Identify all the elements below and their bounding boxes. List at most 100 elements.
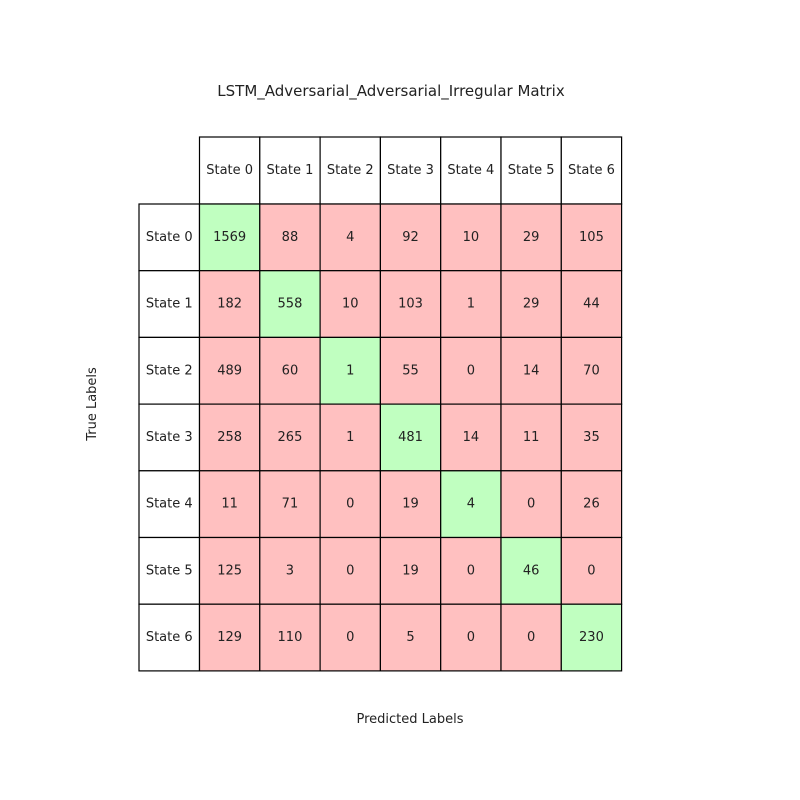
cell-value: 46 xyxy=(523,563,540,578)
cell-value: 70 xyxy=(583,363,600,378)
cell-value: 11 xyxy=(523,430,540,445)
cell-value: 10 xyxy=(463,230,480,245)
matrix-cell xyxy=(259,536,321,605)
cell-value: 258 xyxy=(217,430,242,445)
cell-value: 35 xyxy=(583,430,600,445)
x-axis-label: Predicted Labels xyxy=(356,712,463,727)
diagonal-cell xyxy=(259,270,321,339)
column-header-cell xyxy=(500,136,562,205)
matrix-cell xyxy=(440,603,502,672)
matrix-cell xyxy=(259,470,321,539)
matrix-cell xyxy=(319,536,382,605)
matrix-cell xyxy=(379,603,442,672)
matrix-cell xyxy=(560,536,623,605)
cell-value: 1 xyxy=(346,430,354,445)
matrix-cell xyxy=(440,270,502,339)
y-axis-label: True Labels xyxy=(85,367,100,442)
cell-value: 125 xyxy=(217,563,242,578)
matrix-cell xyxy=(500,270,562,339)
cell-value: 29 xyxy=(523,230,540,245)
matrix-cell xyxy=(259,203,321,272)
cell-value: 14 xyxy=(463,430,480,445)
column-header-cell xyxy=(198,136,261,205)
cell-value: 558 xyxy=(278,297,303,312)
row-header-label: State 0 xyxy=(146,230,193,245)
cell-value: 1569 xyxy=(213,230,246,245)
column-header-label: State 6 xyxy=(568,163,615,178)
column-header-cell xyxy=(259,136,321,205)
cell-value: 265 xyxy=(278,430,303,445)
cell-value: 489 xyxy=(217,363,242,378)
cell-value: 0 xyxy=(527,497,535,512)
matrix-cell xyxy=(379,270,442,339)
matrix-cell xyxy=(319,270,382,339)
matrix-cell xyxy=(440,336,502,405)
matrix-cell xyxy=(319,470,382,539)
cell-value: 182 xyxy=(217,297,242,312)
matrix-cell xyxy=(560,336,623,405)
diagonal-cell xyxy=(500,536,562,605)
matrix-cell xyxy=(198,336,261,405)
cell-value: 110 xyxy=(278,630,303,645)
chart-title: LSTM_Adversarial_Adversarial_Irregular M… xyxy=(217,82,565,101)
row-header-cell xyxy=(138,203,201,272)
cell-value: 1 xyxy=(346,363,354,378)
cell-value: 0 xyxy=(346,563,354,578)
row-header-label: State 3 xyxy=(146,430,193,445)
column-header-label: State 5 xyxy=(508,163,555,178)
column-header-label: State 1 xyxy=(267,163,314,178)
matrix-cell xyxy=(440,403,502,472)
matrix-cell xyxy=(560,403,623,472)
row-header-label: State 6 xyxy=(146,630,193,645)
cell-value: 0 xyxy=(467,363,475,378)
matrix-cell xyxy=(500,203,562,272)
cell-value: 11 xyxy=(221,497,238,512)
cell-value: 0 xyxy=(527,630,535,645)
column-header-label: State 3 xyxy=(387,163,434,178)
cell-value: 4 xyxy=(346,230,354,245)
row-header-label: State 2 xyxy=(146,363,193,378)
cell-value: 3 xyxy=(286,563,294,578)
column-header-label: State 4 xyxy=(447,163,494,178)
diagonal-cell xyxy=(440,470,502,539)
matrix-cell xyxy=(560,270,623,339)
matrix-cell xyxy=(500,603,562,672)
cell-value: 55 xyxy=(402,363,419,378)
diagonal-cell xyxy=(560,603,623,672)
cell-value: 44 xyxy=(583,297,600,312)
matrix-cell xyxy=(379,203,442,272)
row-header-label: State 1 xyxy=(146,297,193,312)
diagonal-cell xyxy=(319,336,382,405)
cell-value: 0 xyxy=(467,630,475,645)
cell-value: 230 xyxy=(579,630,604,645)
cell-value: 103 xyxy=(398,297,423,312)
cell-value: 26 xyxy=(583,497,600,512)
cell-value: 14 xyxy=(523,363,540,378)
diagonal-cell xyxy=(379,403,442,472)
cell-value: 105 xyxy=(579,230,604,245)
row-header-cell xyxy=(138,536,201,605)
row-header-cell xyxy=(138,603,201,672)
row-header-label: State 5 xyxy=(146,563,193,578)
cell-value: 0 xyxy=(346,630,354,645)
row-header-label: State 4 xyxy=(146,497,193,512)
cell-value: 10 xyxy=(342,297,359,312)
matrix-cell xyxy=(379,336,442,405)
row-header-cell xyxy=(138,270,201,339)
cell-value: 0 xyxy=(467,563,475,578)
column-header-label: State 2 xyxy=(327,163,374,178)
column-header-label: State 0 xyxy=(206,163,253,178)
matrix-cell xyxy=(500,470,562,539)
matrix-cell xyxy=(198,270,261,339)
cell-value: 19 xyxy=(402,497,419,512)
cell-value: 88 xyxy=(282,230,299,245)
row-header-cell xyxy=(138,470,201,539)
cell-value: 4 xyxy=(467,497,475,512)
column-header-cell xyxy=(319,136,382,205)
cell-value: 129 xyxy=(217,630,242,645)
matrix-cell xyxy=(198,603,261,672)
cell-value: 71 xyxy=(282,497,299,512)
cell-value: 19 xyxy=(402,563,419,578)
matrix-cell xyxy=(198,536,261,605)
